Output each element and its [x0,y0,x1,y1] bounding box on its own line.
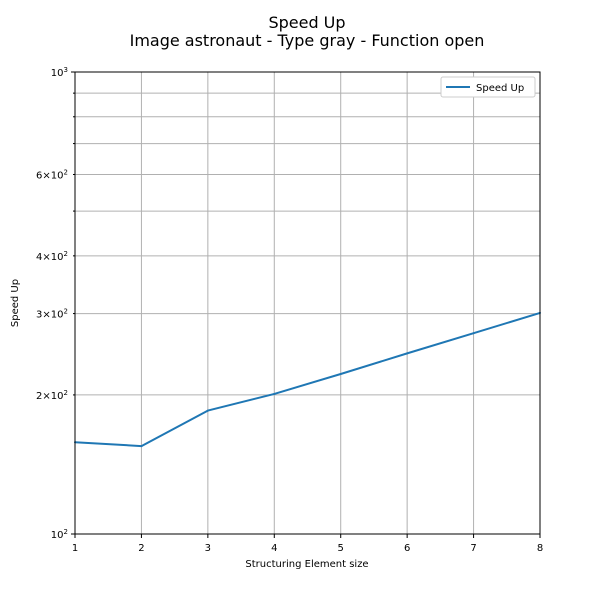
y-major-tick-label: 102 [51,528,68,541]
y-tick-base: 10 [51,68,64,79]
y-minor-tick-label: 3×102 [36,308,68,321]
x-tick-label: 1 [72,543,78,554]
y-minor-tick-label: 4×102 [36,250,68,263]
y-tick-mantissa: 6 [36,170,42,181]
y-tick-exponent: 3 [64,66,68,74]
y-tick-times: ×10 [42,391,63,402]
plot-series [74,311,541,448]
grid-lines [74,71,541,535]
plot-frame [74,71,541,535]
series-line-speed-up [74,311,541,448]
data-point [206,409,209,412]
x-tick-label: 7 [470,543,476,554]
y-tick-times: ×10 [42,170,63,181]
data-point [406,352,409,355]
data-point [472,332,475,335]
y-tick-exponent: 2 [64,308,68,316]
y-minor-tick-label: 2×102 [36,389,68,402]
data-point [140,445,143,448]
y-tick-mantissa: 2 [36,391,42,402]
y-tick-exponent: 2 [64,389,68,397]
x-tick-label: 4 [271,543,277,554]
legend-label-speed-up: Speed Up [476,83,524,94]
y-tick-times: ×10 [42,310,63,321]
x-axis-label: Structuring Element size [245,559,368,570]
x-tick-label: 2 [138,543,144,554]
y-tick-exponent: 2 [64,168,68,176]
y-tick-exponent: 2 [64,528,68,536]
x-tick-label: 8 [537,543,543,554]
y-tick-base: 10 [51,530,64,541]
y-tick-mantissa: 4 [36,252,42,263]
y-tick-mantissa: 3 [36,310,42,321]
y-axis-label: Speed Up [10,279,21,327]
legend-box [440,76,536,98]
chart-title: Speed Up [268,13,345,32]
y-major-tick-label: 103 [51,66,68,79]
chart-subtitle: Image astronaut - Type gray - Function o… [130,31,485,50]
data-point [339,372,342,375]
legend: Speed Up [440,76,536,98]
y-minor-tick-label: 6×102 [36,168,68,181]
x-tick-label: 6 [404,543,410,554]
x-axis-ticks: 1 2 3 4 5 6 7 8 [72,534,543,554]
x-tick-label: 5 [338,543,344,554]
data-point [273,392,276,395]
x-tick-label: 3 [205,543,211,554]
y-tick-times: ×10 [42,252,63,263]
y-tick-exponent: 2 [64,250,68,258]
